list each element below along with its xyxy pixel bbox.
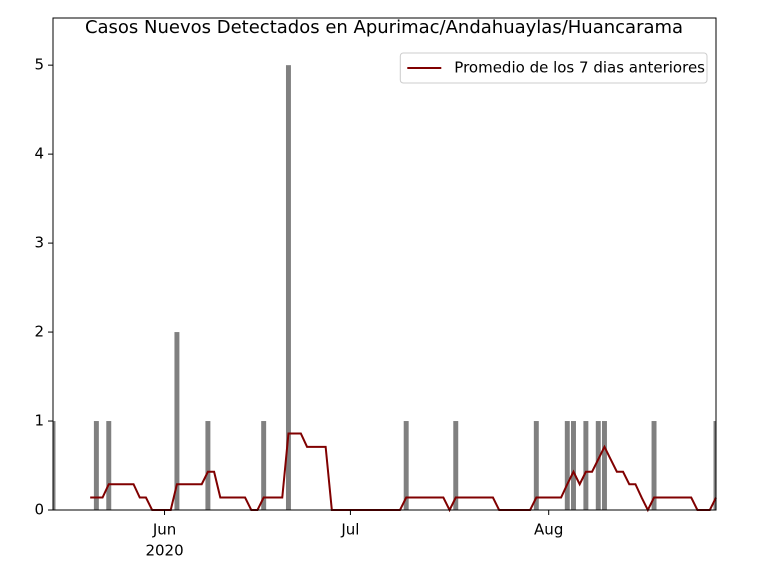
- bar: [205, 421, 211, 510]
- bar: [174, 332, 180, 510]
- bar: [285, 65, 291, 510]
- chart-title: Casos Nuevos Detectados en Apurimac/Anda…: [85, 17, 683, 38]
- y-tick-label: 3: [34, 234, 44, 252]
- x-tick-label: Jun: [152, 521, 176, 539]
- y-tick-label: 4: [34, 145, 44, 163]
- bar: [713, 421, 716, 510]
- x-tick-label: Jul: [340, 521, 359, 539]
- bar: [403, 421, 409, 510]
- bar: [564, 421, 570, 510]
- bar: [595, 421, 601, 510]
- x-year-label: 2020: [145, 542, 183, 560]
- bar: [651, 421, 657, 510]
- plot-frame: [52, 17, 717, 511]
- bar: [53, 421, 56, 510]
- y-tick-label: 1: [34, 412, 44, 430]
- bar: [93, 421, 99, 510]
- bar: [533, 421, 539, 510]
- legend-box: [399, 52, 708, 84]
- y-tick-label: 0: [34, 501, 44, 519]
- bar: [583, 421, 589, 510]
- y-tick-label: 5: [34, 56, 44, 74]
- bar: [601, 421, 607, 510]
- x-tick-label: Aug: [534, 521, 563, 539]
- line: [90, 432, 717, 513]
- bar: [261, 421, 267, 510]
- bar: [571, 421, 576, 510]
- bar: [106, 421, 112, 510]
- legend-label: Promedio de los 7 dias anteriores: [454, 59, 705, 77]
- y-tick-label: 2: [34, 323, 44, 341]
- bar: [453, 421, 459, 510]
